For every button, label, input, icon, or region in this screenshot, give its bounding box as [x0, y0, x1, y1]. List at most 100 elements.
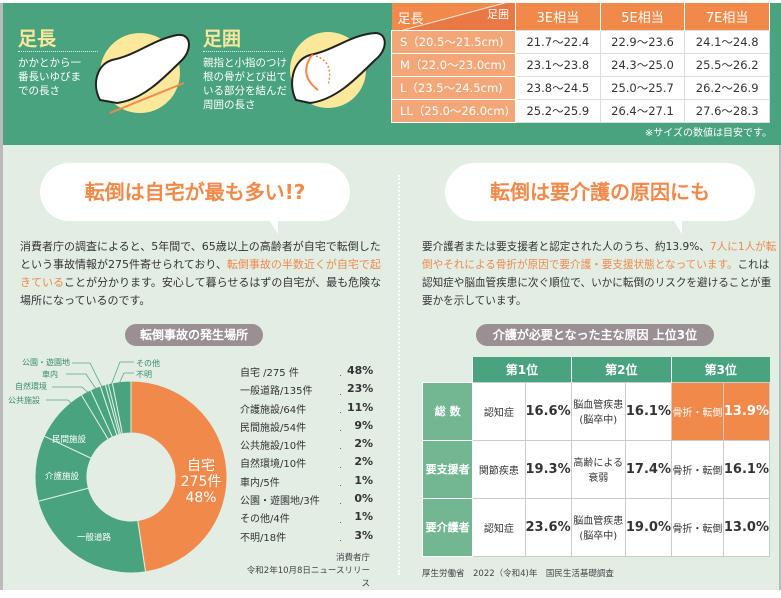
- right-heading: 転倒は要介護の原因にも: [445, 163, 755, 221]
- legend-item: 車内/5件 1%: [240, 474, 373, 492]
- leader-dots: [340, 529, 341, 541]
- foot-length-title: 足長: [18, 28, 57, 50]
- row-header: 総 数: [421, 381, 474, 441]
- slice-1: [37, 487, 147, 574]
- leader-lines: [46, 361, 134, 407]
- bubble-tail: [268, 218, 278, 234]
- leader-dots: [340, 437, 341, 450]
- legend-item: 公共施設/10件 2%: [240, 437, 373, 455]
- cell: 25.2～25.9: [515, 98, 601, 123]
- leader-dots: [340, 455, 341, 468]
- legend-label: 不明/18件: [240, 532, 287, 544]
- table-row: L（23.5～24.5cm) 23.8～24.5 25.0～25.7 26.2～26.…: [391, 75, 770, 100]
- donut-chart: [34, 380, 228, 574]
- row-header: 要支援者: [421, 439, 474, 499]
- legend-item: 自然環境/10件 2%: [240, 455, 373, 473]
- legend-item: 不明/18件 3%: [240, 529, 373, 547]
- table-row: 総 数 認知症 16.6% 脳血管疾患(脳卒中) 16.1% 骨折・転倒 13.9%: [421, 381, 771, 441]
- corner-header: 足長 足囲: [391, 3, 516, 30]
- legend-label: 一般道路/135件: [240, 386, 313, 398]
- cause-table: 第1位 第2位 第3位 総 数 認知症 16.6% 脳血管疾患(脳卒中) 16.1%…: [421, 357, 771, 557]
- slice-9: [111, 380, 132, 435]
- size-table: 足長 足囲 3E相当 5E相当 7E相当 S（20.5～21.5cm) 21.7～…: [391, 3, 770, 123]
- cell: 24.3～25.0: [599, 52, 686, 77]
- rank-header: 第1位: [472, 357, 572, 382]
- legend-label: 自宅 /275 件: [240, 368, 299, 379]
- row-header: LL（25.0～26.0cm): [391, 98, 516, 123]
- legend-value: 48%: [347, 364, 374, 377]
- left-source: 消費者庁 令和2年10月8日ニュースリリース: [240, 552, 370, 591]
- left-heading: 転倒は自宅が最も多い!?: [40, 163, 350, 221]
- legend-value: 1%: [354, 473, 373, 487]
- cause-value: 19.3%: [524, 439, 572, 499]
- highlight-text: 7人に1人が転倒やそれによる骨折が原因で要介護・要支援状態となっています。: [422, 241, 777, 271]
- cell: 26.2～26.9: [684, 75, 770, 100]
- cause-name: 高齢による衰弱: [570, 439, 626, 499]
- slice-label: 車内: [42, 370, 58, 379]
- text: ことが分かります。安心して暮らせるはずの自宅が、最も危険な場所になっているのです…: [20, 276, 382, 307]
- leader-dots: [340, 382, 341, 395]
- cell: 23.1～23.8: [515, 52, 601, 77]
- left-paragraph: 消費者庁の調査によると、5年間で、65歳以上の高齢者が自宅で転倒したという事故情…: [20, 238, 382, 310]
- right-source: 厚生労働省 2022（令和4)年 国民生活基礎調査: [422, 569, 614, 579]
- foot-girth-section: 足囲 親指と小指のつけ根の骨がとび出ている部分を結んだ周囲の長さ: [203, 24, 289, 112]
- table-title: 介護が必要となった主な原因 上位3位: [476, 324, 714, 346]
- leader-dots: [340, 492, 341, 505]
- center-name: 自宅: [187, 458, 215, 474]
- size-note: ※サイズの数値は目安です。: [644, 128, 772, 139]
- foot-length-section: 足長 かかとから一番長いゆびまでの長さ: [18, 24, 98, 98]
- col-header: 3E相当: [515, 3, 601, 30]
- corner-row-label: 足長: [397, 11, 424, 27]
- divider: [18, 51, 98, 52]
- leader-dots: [340, 474, 341, 487]
- rank-header: 第3位: [671, 357, 770, 382]
- cell: 23.8～24.5: [515, 75, 601, 100]
- cell: 22.9～23.6: [599, 29, 686, 54]
- foot-length-illustration: [95, 33, 190, 114]
- table-row: S（20.5～21.5cm) 21.7～22.4 22.9～23.6 24.1～24.…: [391, 29, 770, 54]
- slice-label: 公園・遊園地: [22, 358, 70, 367]
- legend-item: 民間施設/54件 9%: [240, 419, 373, 437]
- table-row: 要支援者 関節疾患 19.3% 高齢による衰弱 17.4% 骨折・転倒 16.1%: [421, 439, 771, 499]
- cause-value: 13.0%: [722, 497, 771, 557]
- center-percent: 48%: [185, 490, 217, 506]
- legend-label: 介護施設/64件: [240, 404, 307, 416]
- source-ref: 令和2年10月8日ニュースリリース: [246, 566, 370, 589]
- row-header: M（22.0～23.0cm): [391, 52, 516, 77]
- slice-label: 不明: [136, 370, 152, 379]
- slice-0: [130, 380, 228, 573]
- chart-legend: 自宅 /275 件 48% 一般道路/135件 23% 介護施設/64件 11% 民間施設/…: [240, 364, 373, 547]
- cause-value: 16.1%: [722, 439, 771, 499]
- legend-value: 1%: [354, 510, 373, 524]
- cause-name: 脳血管疾患(脳卒中): [570, 497, 626, 557]
- legend-label: 公共施設/10件: [240, 441, 307, 453]
- cause-name: 骨折・転倒: [671, 381, 724, 441]
- divider: [203, 51, 283, 52]
- cause-value: 16.6%: [524, 381, 572, 441]
- foot-length-desc: かかとから一番長いゆびまでの長さ: [18, 57, 81, 97]
- source-org: 消費者庁: [335, 553, 370, 563]
- cause-value: 17.4%: [624, 439, 673, 499]
- legend-item: その他/4件 1%: [240, 510, 373, 528]
- corner-col-label: 足囲: [487, 8, 509, 21]
- cause-name: 骨折・転倒: [671, 439, 724, 499]
- legend-item: 公園・遊園地/3件 0%: [240, 492, 373, 510]
- legend-value: 11%: [347, 400, 374, 414]
- legend-label: 公園・遊園地/3件: [240, 496, 320, 508]
- slice-label: 自然環境: [15, 382, 47, 391]
- cause-value: 13.9%: [722, 381, 771, 441]
- row-header: S（20.5～21.5cm): [391, 29, 516, 54]
- cause-value: 19.0%: [624, 497, 673, 557]
- foot-girth-title: 足囲: [203, 28, 242, 50]
- foot-girth-illustration: [290, 31, 386, 108]
- row-header: 要介護者: [421, 497, 474, 557]
- slice-label: 一般道路: [77, 533, 112, 543]
- legend-item: 自宅 /275 件 48%: [240, 364, 373, 382]
- cell: 25.5～26.2: [684, 52, 770, 77]
- highlight-text: 転倒事故の半数近くが自宅で起きている: [20, 258, 381, 289]
- col-header: 7E相当: [684, 3, 770, 30]
- cell: 26.4～27.1: [599, 98, 686, 123]
- foot-girth-desc: 親指と小指のつけ根の骨がとび出ている部分を結んだ周囲の長さ: [203, 57, 287, 111]
- legend-item: 介護施設/64件 11%: [240, 401, 373, 419]
- cell: 24.1～24.8: [684, 29, 770, 54]
